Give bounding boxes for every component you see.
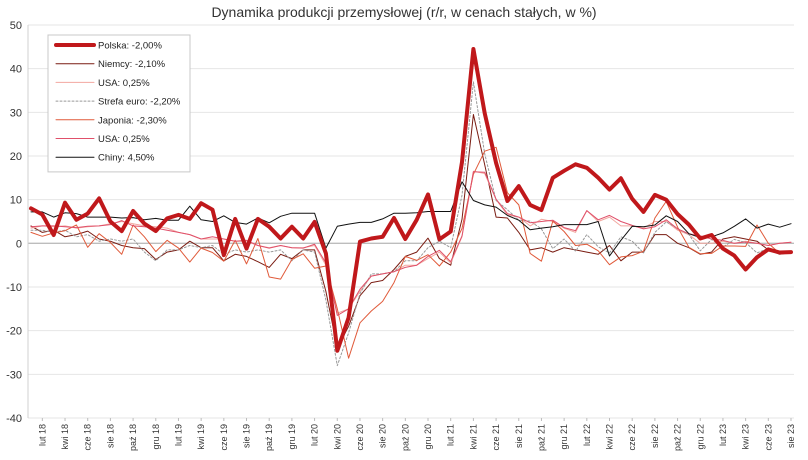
x-tick-label: kwi 23 (741, 424, 751, 450)
x-tick-label: lut 19 (173, 424, 183, 446)
series-line-0 (29, 47, 793, 353)
x-tick-label: sie 22 (650, 424, 660, 448)
x-tick-label: kwi 21 (468, 424, 478, 450)
x-tick-label: cze 18 (83, 424, 93, 451)
x-tick-label: lut 20 (310, 424, 320, 446)
legend-label: Niemcy: -2,10% (98, 59, 166, 70)
legend-label: USA: 0,25% (98, 78, 150, 89)
x-tick-label: sie 20 (378, 424, 388, 448)
y-tick-label: 40 (10, 64, 22, 76)
x-tick-label: sie 23 (786, 424, 796, 448)
x-tick-label: kwi 19 (196, 424, 206, 450)
x-tick-label: gru 20 (423, 424, 433, 450)
legend-label: Strefa euro: -2,20% (98, 97, 181, 108)
y-axis: -40 -30 -20 -10 0 10 20 30 40 50 (6, 20, 29, 425)
x-tick-label: cze 22 (627, 424, 637, 451)
x-tick-label: kwi 20 (332, 424, 342, 450)
x-tick-label: sie 18 (105, 424, 115, 448)
x-tick-label: paź 20 (400, 424, 410, 451)
y-tick-label: -20 (6, 326, 22, 338)
legend-label: Polska: -2,00% (98, 41, 162, 52)
x-tick-label: sie 21 (514, 424, 524, 448)
y-tick-label: 0 (16, 238, 22, 250)
legend: Polska: -2,00% Niemcy: -2,10% USA: 0,25% St… (47, 34, 191, 173)
series-line-1 (30, 114, 792, 349)
legend-label: USA: 0,25% (98, 134, 150, 145)
x-tick-label: lut 18 (37, 424, 47, 446)
x-tick-label: paź 19 (264, 424, 274, 451)
x-tick-label: cze 21 (491, 424, 501, 451)
x-tick-label: paź 21 (536, 424, 546, 451)
series-line-4 (30, 146, 792, 359)
series-line-3 (30, 81, 792, 367)
x-tick-label: lut 22 (582, 424, 592, 446)
x-tick-label: lut 23 (718, 424, 728, 446)
chart-title: Dynamika produkcji przemysłowej (r/r, w … (211, 4, 596, 20)
series-line-6 (30, 181, 792, 257)
y-tick-label: 50 (10, 20, 22, 32)
y-tick-label: 20 (10, 151, 22, 163)
x-tick-label: cze 23 (763, 424, 773, 451)
x-tick-label: lut 21 (446, 424, 456, 446)
legend-label: Chiny: 4,50% (98, 153, 155, 164)
x-tick-label: gru 18 (151, 424, 161, 450)
x-tick-label: gru 19 (287, 424, 297, 450)
x-tick-label: gru 21 (559, 424, 569, 450)
x-tick-label: cze 20 (355, 424, 365, 451)
x-tick-label: sie 19 (242, 424, 252, 448)
x-tick-label: kwi 18 (60, 424, 70, 450)
series-lines (29, 47, 793, 367)
y-tick-label: 30 (10, 107, 22, 119)
y-tick-label: -10 (6, 282, 22, 294)
x-axis: lut 18 kwi 18 cze 18 sie 18 paź 18 gru 18 lut … (37, 418, 796, 451)
x-tick-label: cze 19 (219, 424, 229, 451)
x-tick-label: paź 18 (128, 424, 138, 451)
y-tick-label: -30 (6, 369, 22, 381)
legend-box (47, 34, 191, 173)
y-tick-label: -40 (6, 413, 22, 425)
x-tick-label: kwi 22 (605, 424, 615, 450)
y-tick-label: 10 (10, 195, 22, 207)
x-tick-label: gru 22 (695, 424, 705, 450)
x-tick-label: paź 22 (673, 424, 683, 451)
legend-label: Japonia: -2,30% (98, 115, 167, 126)
